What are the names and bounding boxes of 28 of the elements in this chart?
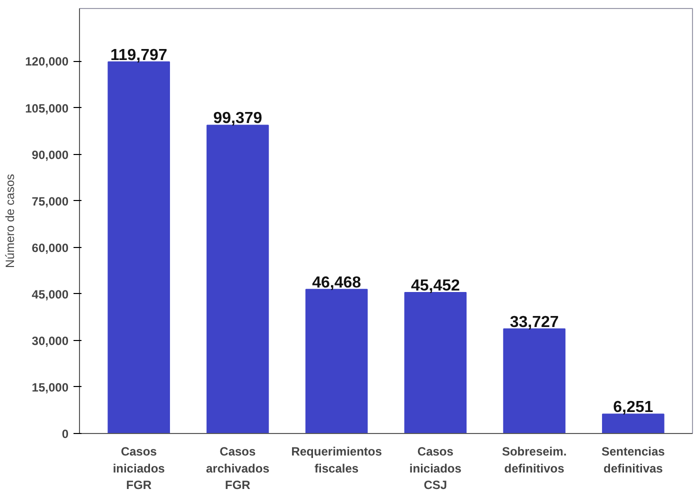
data-label: 6,251 bbox=[613, 399, 654, 416]
x-tick-label: Casos iniciados CSJ bbox=[409, 444, 462, 492]
bar bbox=[404, 292, 467, 434]
data-label: 46,468 bbox=[312, 274, 362, 292]
x-tick-label: Requerimientos fiscales bbox=[291, 444, 382, 476]
y-tick-label: 105,000 bbox=[25, 101, 69, 116]
x-tick-label: Sentencias definitivas bbox=[601, 444, 666, 476]
x-tick-label: Sobreseim. definitivos bbox=[502, 444, 567, 476]
data-label: 33,727 bbox=[510, 314, 559, 331]
y-tick-label: 90,000 bbox=[32, 148, 69, 162]
y-axis-title: Número de casos bbox=[3, 174, 18, 268]
y-tick-label: 75,000 bbox=[32, 194, 69, 208]
x-tick-label: Casos archivados FGR bbox=[206, 444, 270, 492]
bar bbox=[108, 61, 170, 434]
y-tick-label: 15,000 bbox=[32, 380, 69, 394]
y-tick-label: 30,000 bbox=[32, 334, 69, 348]
y-tick-label: 45,000 bbox=[32, 287, 69, 302]
data-label: 99,379 bbox=[213, 110, 262, 128]
bar bbox=[602, 414, 664, 434]
y-tick-label: 60,000 bbox=[32, 240, 69, 255]
data-label: 45,452 bbox=[410, 278, 460, 294]
bar bbox=[503, 328, 566, 434]
bar bbox=[305, 288, 368, 434]
data-label: 119,797 bbox=[110, 46, 168, 64]
bar bbox=[206, 124, 269, 434]
y-tick-label: 120,000 bbox=[25, 54, 69, 69]
x-tick-label: Casos iniciados FGR bbox=[112, 444, 166, 492]
y-tick-label: 0 bbox=[62, 427, 69, 441]
